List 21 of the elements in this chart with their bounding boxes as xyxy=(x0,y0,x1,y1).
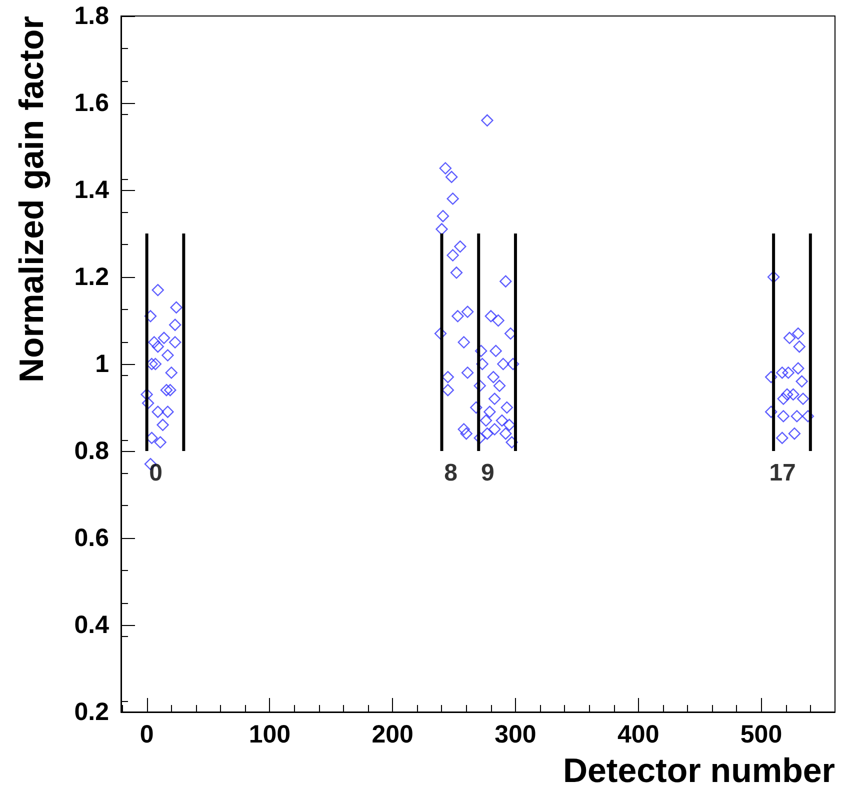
y-tick-label: 0.4 xyxy=(74,611,110,639)
y-tick-label: 1.2 xyxy=(74,263,109,291)
y-tick-label: 1 xyxy=(95,350,110,378)
annotation: 17 xyxy=(769,460,796,486)
y-tick-label: 0.2 xyxy=(74,698,109,726)
y-tick-label: 0.8 xyxy=(74,437,110,465)
annotation: 8 xyxy=(444,460,458,486)
annotation: 0 xyxy=(149,460,162,486)
annotation: 9 xyxy=(480,460,494,486)
y-tick-label: 1.6 xyxy=(74,89,109,117)
x-axis-title: Detector number xyxy=(562,752,835,790)
x-tick-label: 300 xyxy=(494,720,536,748)
x-tick-label: 0 xyxy=(140,720,154,748)
x-tick-label: 500 xyxy=(740,720,782,748)
y-tick-label: 0.6 xyxy=(74,524,109,552)
x-tick-label: 200 xyxy=(372,720,414,748)
x-tick-label: 400 xyxy=(618,720,660,748)
x-tick-label: 100 xyxy=(248,720,291,748)
y-tick-label: 1.4 xyxy=(74,176,110,204)
y-tick-label: 1.8 xyxy=(74,2,110,30)
y-axis-title: Normalized gain factor xyxy=(13,16,51,383)
